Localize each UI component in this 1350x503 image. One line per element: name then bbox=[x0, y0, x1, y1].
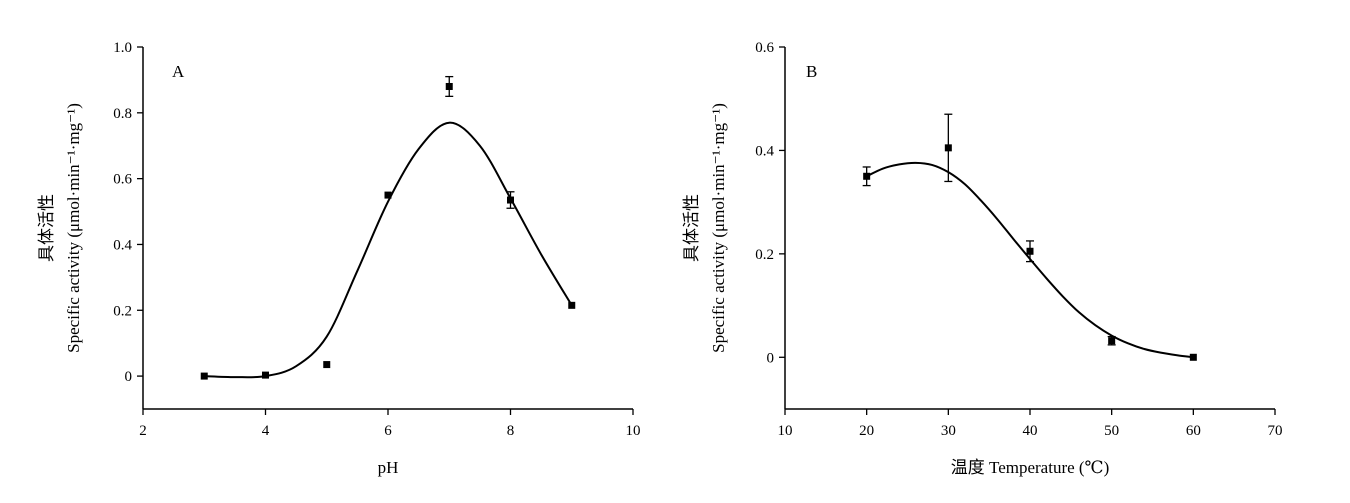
panel-label-b: B bbox=[806, 62, 817, 81]
x-tick-label-b: 40 bbox=[1023, 423, 1038, 439]
y-tick-label-b: 0 bbox=[767, 350, 775, 366]
y-tick-label-a: 0.4 bbox=[113, 237, 132, 253]
data-point-b bbox=[1027, 248, 1034, 255]
fit-curve-a bbox=[204, 123, 572, 378]
data-point-b bbox=[945, 144, 952, 151]
x-tick-label-b: 70 bbox=[1268, 423, 1283, 439]
y-axis-label-en-b: Specific activity (μmol·min⁻¹·mg⁻¹) bbox=[709, 103, 728, 353]
x-tick-label-b: 10 bbox=[778, 423, 793, 439]
y-tick-label-a: 0.8 bbox=[113, 106, 132, 122]
panel-label-a: A bbox=[172, 62, 185, 81]
y-tick-label-a: 0.6 bbox=[113, 172, 132, 188]
y-tick-label-a: 1.0 bbox=[113, 40, 132, 56]
x-axis-label-b: 温度 Temperature (℃) bbox=[951, 458, 1110, 477]
data-point-a bbox=[201, 373, 208, 380]
y-tick-label-b: 0.6 bbox=[755, 40, 774, 56]
y-tick-label-a: 0 bbox=[125, 369, 133, 385]
data-point-a bbox=[262, 372, 269, 379]
data-point-b bbox=[1108, 337, 1115, 344]
x-tick-label-b: 30 bbox=[941, 423, 956, 439]
data-point-b bbox=[863, 173, 870, 180]
x-tick-label-b: 60 bbox=[1186, 423, 1201, 439]
x-tick-label-b: 50 bbox=[1104, 423, 1119, 439]
data-point-a bbox=[385, 192, 392, 199]
x-tick-label-a: 10 bbox=[626, 423, 641, 439]
data-point-a bbox=[507, 197, 514, 204]
data-point-b bbox=[1190, 354, 1197, 361]
chart-panel-a: A pH 具体活性 Specific activity (μmol·min⁻¹·… bbox=[37, 40, 641, 477]
y-tick-label-b: 0.4 bbox=[755, 143, 774, 159]
y-axis-label-en-a: Specific activity (μmol·min⁻¹·mg⁻¹) bbox=[64, 103, 83, 353]
x-tick-label-a: 2 bbox=[139, 423, 147, 439]
y-tick-label-a: 0.2 bbox=[113, 303, 132, 319]
y-axis-label-cn-a: 具体活性 bbox=[37, 194, 56, 262]
x-tick-label-a: 6 bbox=[384, 423, 392, 439]
chart-panel-b: B 温度 Temperature (℃) 具体活性 Specific activ… bbox=[682, 40, 1283, 477]
data-point-a bbox=[446, 83, 453, 90]
x-tick-label-a: 8 bbox=[507, 423, 515, 439]
x-tick-label-b: 20 bbox=[859, 423, 874, 439]
data-point-a bbox=[568, 302, 575, 309]
y-axis-label-cn-b: 具体活性 bbox=[682, 194, 701, 262]
y-tick-label-b: 0.2 bbox=[755, 247, 774, 263]
x-tick-label-a: 4 bbox=[262, 423, 270, 439]
data-point-a bbox=[323, 361, 330, 368]
x-axis-label-a: pH bbox=[378, 458, 399, 477]
